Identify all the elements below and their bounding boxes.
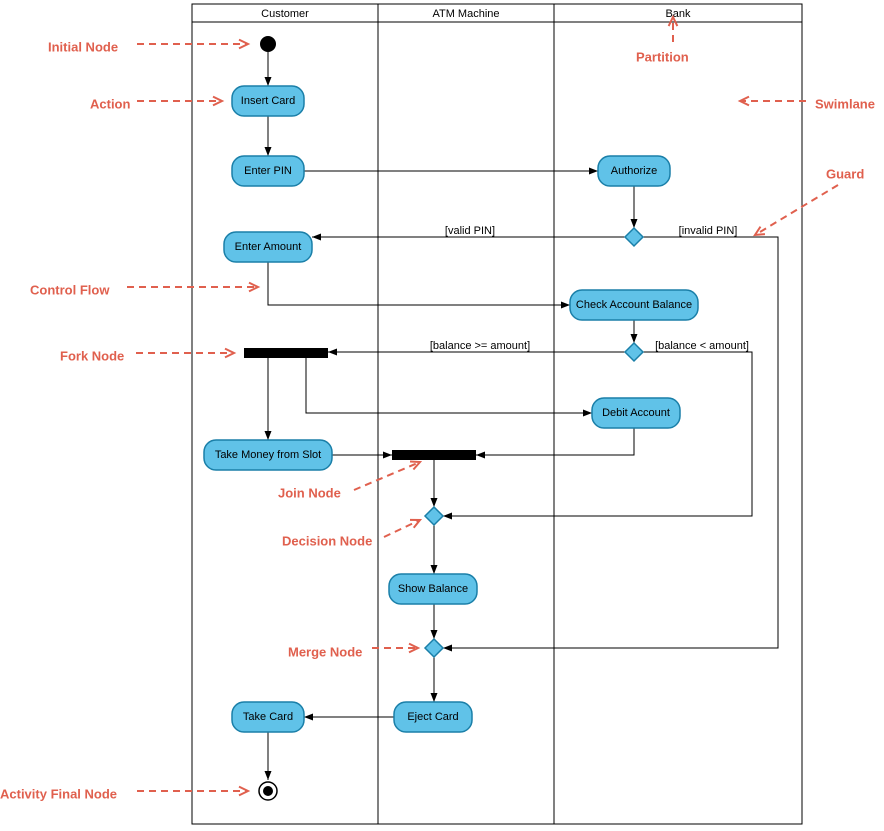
action-show_balance: Show Balance bbox=[389, 574, 477, 604]
svg-text:Take Card: Take Card bbox=[243, 711, 293, 723]
annotation-swimlane: Swimlane bbox=[740, 96, 875, 111]
edge-d_bal_lt bbox=[443, 352, 752, 516]
annotation-partition: Partition bbox=[636, 17, 689, 64]
annotation-guard: Guard bbox=[755, 166, 864, 235]
action-take_money: Take Money from Slot bbox=[204, 440, 332, 470]
lane-header-atm: ATM Machine bbox=[432, 8, 499, 20]
svg-text:Take Money from Slot: Take Money from Slot bbox=[215, 449, 321, 461]
decision-d_merge2 bbox=[425, 639, 443, 657]
svg-text:Check Account Balance: Check Account Balance bbox=[576, 299, 692, 311]
fork-bar bbox=[244, 348, 328, 358]
edge-enter_amount bbox=[268, 262, 570, 305]
decision-d_merge1 bbox=[425, 507, 443, 525]
action-insert_card: Insert Card bbox=[232, 86, 304, 116]
annotation-decision_node: Decision Node bbox=[282, 520, 420, 549]
annotation-initial_node: Initial Node bbox=[48, 39, 248, 54]
activity-diagram: Customer ATM Machine Bank [valid PIN] [inval… bbox=[0, 0, 884, 831]
lane-header-customer: Customer bbox=[261, 8, 309, 20]
edges: [valid PIN] [invalid PIN] [balance >= amou… bbox=[265, 52, 779, 780]
action-authorize: Authorize bbox=[598, 156, 670, 186]
edge-fork_right bbox=[306, 358, 592, 413]
join-bar bbox=[392, 450, 476, 460]
svg-text:Decision Node: Decision Node bbox=[282, 533, 372, 548]
svg-text:Fork Node: Fork Node bbox=[60, 348, 124, 363]
final-node-inner bbox=[263, 786, 273, 796]
lane-header-bank: Bank bbox=[665, 8, 691, 20]
action-check_balance: Check Account Balance bbox=[570, 290, 698, 320]
decision-d_balance bbox=[625, 343, 643, 361]
action-take_card: Take Card bbox=[232, 702, 304, 732]
annotation-action_ann: Action bbox=[90, 96, 222, 111]
svg-text:Activity Final Node: Activity Final Node bbox=[0, 786, 117, 801]
guard-label: [balance < amount] bbox=[655, 340, 749, 352]
svg-text:Authorize: Authorize bbox=[611, 165, 657, 177]
svg-text:Guard: Guard bbox=[826, 166, 864, 181]
svg-text:Merge Node: Merge Node bbox=[288, 644, 362, 659]
frame bbox=[192, 4, 802, 824]
decision-d_pin bbox=[625, 228, 643, 246]
guard-label: [invalid PIN] bbox=[679, 225, 738, 237]
annotation-fork_node: Fork Node bbox=[60, 348, 234, 363]
action-enter_pin: Enter PIN bbox=[232, 156, 304, 186]
svg-text:Initial Node: Initial Node bbox=[48, 39, 118, 54]
edge-debit_account bbox=[476, 428, 634, 455]
svg-text:Partition: Partition bbox=[636, 49, 689, 64]
guard-label: [valid PIN] bbox=[445, 225, 495, 237]
svg-text:Control Flow: Control Flow bbox=[30, 282, 110, 297]
svg-text:Eject Card: Eject Card bbox=[407, 711, 458, 723]
svg-text:Show Balance: Show Balance bbox=[398, 583, 468, 595]
svg-text:Enter Amount: Enter Amount bbox=[235, 241, 302, 253]
action-eject_card: Eject Card bbox=[394, 702, 472, 732]
initial-node bbox=[260, 36, 276, 52]
guard-label: [balance >= amount] bbox=[430, 340, 530, 352]
svg-text:Insert Card: Insert Card bbox=[241, 95, 295, 107]
svg-text:Swimlane: Swimlane bbox=[815, 96, 875, 111]
svg-text:Debit Account: Debit Account bbox=[602, 407, 670, 419]
annotation-final_node: Activity Final Node bbox=[0, 786, 248, 801]
action-debit_account: Debit Account bbox=[592, 398, 680, 428]
action-enter_amount: Enter Amount bbox=[224, 232, 312, 262]
svg-text:Enter PIN: Enter PIN bbox=[244, 165, 292, 177]
annotations: Initial Node Action Control Flow Fork Node A… bbox=[0, 17, 875, 801]
svg-text:Action: Action bbox=[90, 96, 131, 111]
annotation-merge_node: Merge Node bbox=[288, 644, 418, 660]
annotation-control_flow: Control Flow bbox=[30, 282, 258, 297]
svg-text:Join Node: Join Node bbox=[278, 485, 341, 500]
